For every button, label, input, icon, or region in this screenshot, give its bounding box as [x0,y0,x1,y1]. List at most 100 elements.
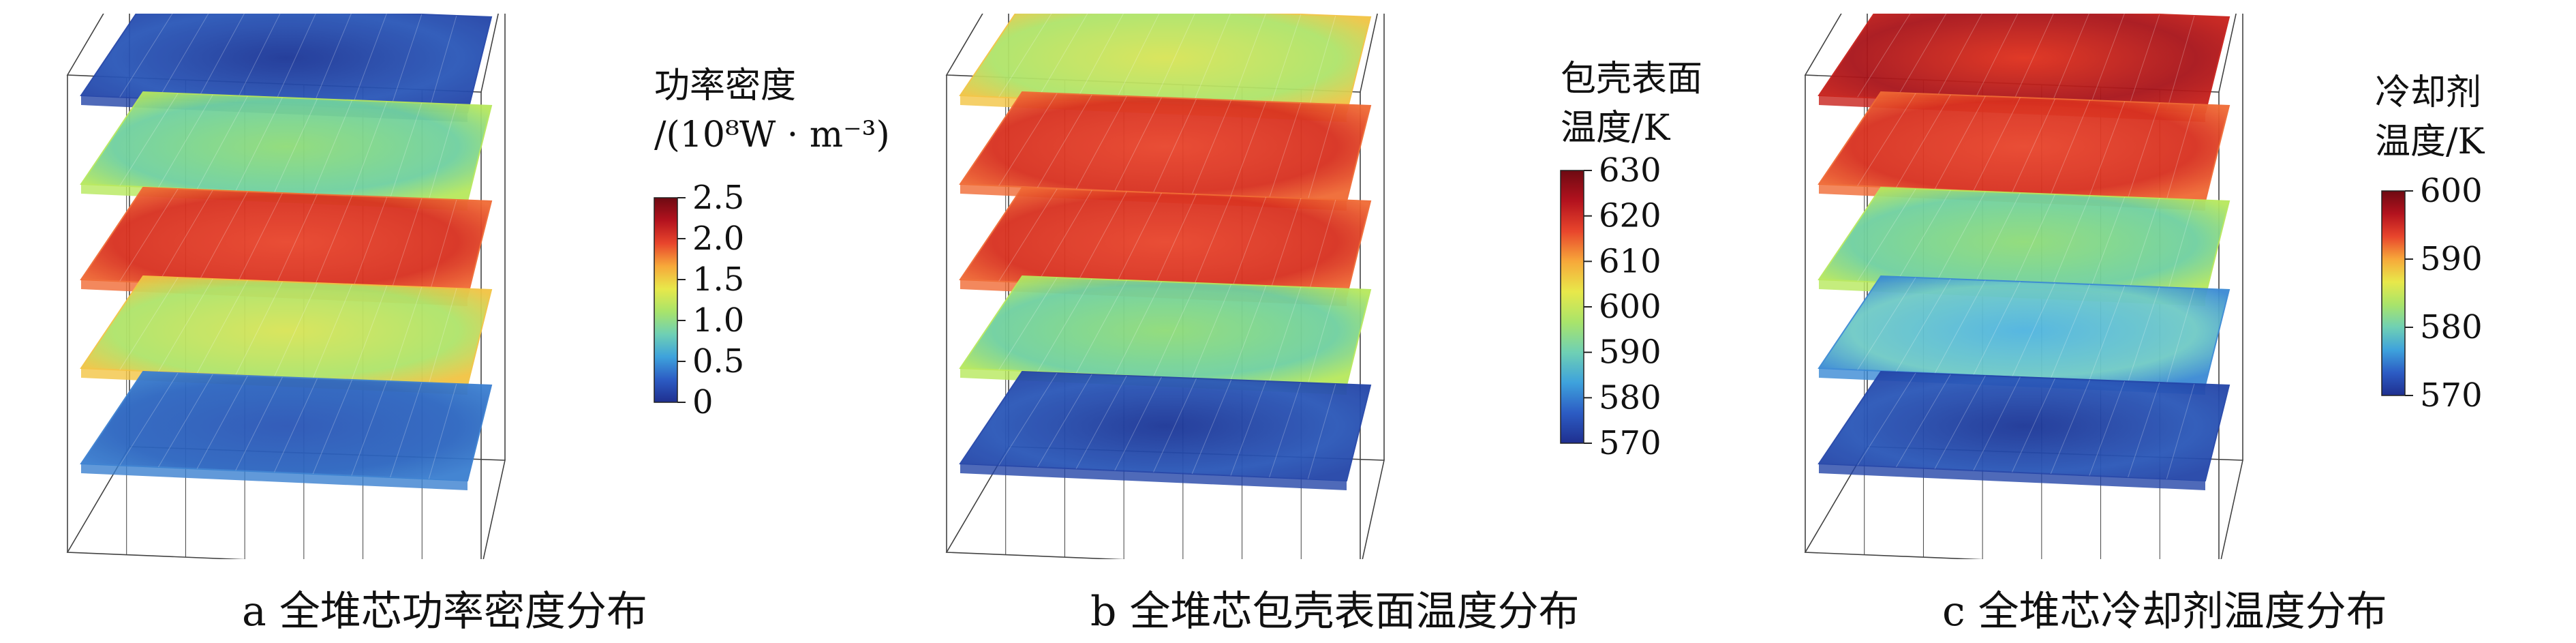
layer-grid-line [1153,14,1195,104]
colorbar-tick-label: 2.5 [692,179,744,217]
core-layers [959,14,1372,490]
layer-grid-line [2012,378,2055,473]
layer-grid-line [2089,380,2126,476]
caption-c: c 全堆芯冷却剂温度分布 [1942,588,2387,635]
layer-grid-line [1075,191,1127,285]
colorbar-tick-label: 590 [1599,333,1661,372]
layer-grid-line [2166,15,2195,111]
colorbar-tick-label: 1.0 [692,301,744,340]
colorbar-tick-label: 570 [2420,376,2483,415]
core-layers [1818,14,2230,490]
colorbar-title-line-1: 冷却剂 [2375,72,2482,113]
layer-grid-line [1973,192,2021,287]
layer-grid-line [1230,380,1267,476]
layer-grid-line [351,14,387,108]
colorbar-gradient [2381,190,2406,396]
layer-grid-line [196,95,248,190]
layer-grid-line [1973,97,2021,192]
layer-grid-line [1934,95,1986,190]
colorbar-title-c: 冷却剂 温度/K [2375,68,2484,166]
layer-grid-line [2166,288,2195,384]
core-layer-edge [960,464,1347,490]
layer-grid-line [2128,198,2160,294]
core-layer-5 [959,370,1372,482]
core-layers [80,14,493,490]
layer-grid-line [1895,190,1951,284]
layer-grid-line [235,192,283,287]
layer-grid-line [1973,376,2021,471]
layer-grid-line [390,382,423,478]
layer-grid-line [1114,14,1160,103]
layer-grid-line [1153,98,1197,193]
layer-grid-line [312,284,353,379]
layer-grid-line [196,14,245,101]
layer-grid-line [1037,374,1092,468]
layer-grid-line [196,191,248,285]
layer-grid-line [1269,102,1302,198]
core-layer-5 [1818,370,2230,482]
colorbar-gradient [1560,170,1584,444]
colorbar-title-line-1: 包壳表面 [1561,59,1703,100]
layer-grid-line [1114,281,1162,376]
core-3d-view-a [66,14,506,559]
colorbar-tick-label: 610 [1599,242,1661,280]
colorbar-tick-label: 620 [1599,197,1661,235]
layer-grid-line [312,100,353,195]
layer-grid-line [2050,379,2091,475]
layer-grid-line [390,14,423,110]
layer-grid-line [428,104,457,200]
layer-grid-line [1857,188,1916,282]
core-layer-edge [1819,464,2205,490]
layer-grid-line [1895,278,1951,372]
colorbar-tick-label: 630 [1599,151,1661,190]
colorbar-title-a: 功率密度 /(10⁸W · m⁻³) [654,61,890,160]
layer-grid-line [428,15,457,111]
layer-grid-line [1230,14,1266,108]
colorbar-title-line-2: 温度/K [2375,121,2485,162]
layer-grid-line [157,374,213,468]
layer-grid-line [2050,100,2091,195]
layer-grid-line [1191,14,1231,106]
layer-grid-line [1114,97,1162,192]
layer-grid-line [428,199,457,295]
colorbar-title-b: 包壳表面 温度/K [1561,55,1702,153]
layer-grid-line [2166,383,2195,479]
layer-grid-line [157,190,213,284]
panel-c: 冷却剂 温度/K 600 590 580 570 c 全堆芯冷却剂温度分布 [1738,0,2576,643]
layer-grid-line [1857,93,1916,186]
layer-grid-line [1269,382,1302,478]
layer-grid-line [998,14,1052,98]
layer-grid-line [2089,285,2126,380]
core-layer-4 [1818,275,2230,387]
layer-grid-line [2128,286,2160,383]
colorbar-tick-label: 580 [1599,378,1661,417]
layer-grid-line [157,14,209,100]
layer-grid-line [274,378,318,473]
layer-grid-line [1307,199,1336,295]
layer-grid-line [2166,199,2195,295]
layer-grid-line [2050,284,2091,379]
colorbar-tick-label: 0 [692,383,714,421]
layer-grid-line [1934,191,1986,285]
layer-grid-line [2089,14,2125,108]
layer-grid-line [2128,14,2160,110]
colorbar-tick-label: 590 [2420,240,2483,278]
layer-grid-line [1895,14,1947,100]
layer-grid-line [1037,190,1092,284]
layer-grid-line [312,379,353,475]
layer-grid-line [2128,102,2160,198]
layer-grid-line [998,188,1058,282]
core-3d-view-b [945,14,1385,559]
colorbar-c: 600 590 580 570 [2381,172,2483,415]
layer-grid-line [998,93,1058,186]
colorbar-tick-label: 580 [2420,308,2483,346]
core-layer-2 [959,91,1372,203]
layer-grid-line [274,98,318,193]
layer-grid-line [235,281,283,376]
layer-grid-line [1934,375,1986,469]
layer-grid-line [2089,101,2126,196]
colorbar-b: 630 620 610 600 590 580 570 [1560,151,1661,462]
layer-grid-line [1934,280,1986,374]
layer-grid-line [1114,192,1162,287]
layer-grid-line [390,286,423,383]
